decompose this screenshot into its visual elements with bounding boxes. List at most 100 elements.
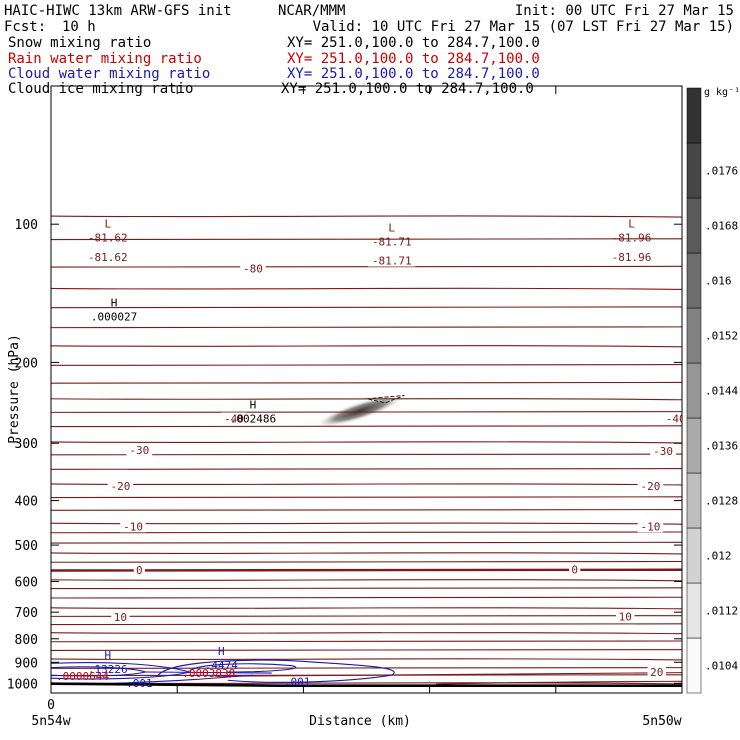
temperature-isotherm [51,326,682,329]
y-tick-label: 200 [15,356,38,371]
temperature-isotherm [215,672,682,677]
temperature-contour-label: -30 [653,445,673,458]
temperature-isotherm [51,541,682,544]
init-time: Init: 00 UTC Fri 27 Mar 15 [515,3,734,19]
colorbar-label: .0168 [705,220,738,233]
colorbar-swatch [686,307,702,364]
temperature-isotherm [51,345,682,348]
temperature-isotherm [51,509,682,511]
colorbar-label: .0176 [705,165,738,178]
extremum-value: .13226 [88,663,128,676]
valid-time: Valid: 10 UTC Fri 27 Mar 15 (07 LST Fri … [313,19,734,35]
colorbar-swatch [686,87,702,144]
temperature-isotherm [51,615,682,618]
cloud-water-contour [114,674,253,684]
colorbar-swatch [686,197,702,254]
colorbar: .0104 .0112 .012 .0128 .0136 .0144 .0152 .016 .0… [686,87,738,694]
colorbar-swatch [686,472,702,529]
temperature-contour-label: -10 [123,520,143,533]
y-axis-title: Pressure (hPa) [7,334,22,444]
forecast-label: Fcst: [4,19,46,35]
colorbar-label: .0136 [705,440,738,453]
temperature-contour-label: 10 [619,610,632,623]
field-xy-rain: XY= 251.0,100.0 to 284.7,100.0 [287,51,540,67]
extremum-marker: H [250,398,257,411]
label-halo [569,563,581,576]
temperature-isotherm [51,411,682,414]
x-tick-label: 0 [47,698,55,713]
y-tick-label: 400 [15,495,38,510]
temperature-contour-label: -30 [129,444,149,457]
field-xy-cloud-water: XY= 251.0,100.0 to 284.7,100.0 [287,66,540,82]
plot-frame [50,85,683,694]
y-tick-label: 800 [15,633,38,648]
temperature-contour-label: -81.71 [372,255,412,268]
label-halo [368,254,416,267]
x-axis-title: Distance (km) [309,714,411,729]
colorbar-label: .0152 [705,330,738,343]
colorbar-label: .0128 [705,495,738,508]
colorbar-label: .016 [705,275,732,288]
cloud-water-contour [189,663,297,673]
colorbar-label: .012 [705,550,732,563]
y-tick-label: 1000 [7,677,38,692]
temperature-contour-label: -20 [641,480,661,493]
field-xy-snow: XY= 251.0,100.0 to 284.7,100.0 [287,35,540,51]
temperature-isotherm [51,623,682,626]
label-halo [650,445,676,458]
label-halo [221,412,247,425]
temperature-contour-label: -40 [224,412,244,425]
terrain-surface [51,682,682,687]
temperature-isotherm [51,649,682,652]
colorbar-swatch [686,527,702,584]
temperature-isotherm [51,441,682,444]
temperature-isotherm [51,531,682,534]
colorbar-label: .0104 [705,660,738,673]
temperature-isotherm [51,667,682,670]
snow-mixing-shade [314,393,406,428]
cloud-water-contour [145,671,272,674]
forecast-hour: 10 h [62,19,96,35]
temperature-isotherm [51,579,682,582]
colorbar-swatch [686,417,702,474]
temperature-isotherm [51,568,682,572]
temperature-isotherm [51,287,682,290]
colorbar-units: g kg⁻¹ [704,87,740,98]
label-halo [662,412,682,425]
temperature-isotherm [51,265,682,268]
label-halo [120,520,146,533]
temperature-contour-label: -40 [666,412,686,425]
extremum-value: .4474 [205,659,238,672]
extremum-marker: L [388,221,395,234]
temperature-isotherm [435,680,682,685]
field-name-cloud-ice: Cloud ice mixing ratio [8,81,193,97]
extremum-value: .002486 [230,412,276,425]
extremum-value: .000027 [91,311,137,324]
field-xy-cloud-ice: XY= 251.0,100.0 to 284.7,100.0 [281,81,534,97]
temperature-isotherm [51,596,682,599]
y-tick-label: 600 [15,575,38,590]
temperature-contour-label: 10 [114,611,127,624]
temperature-contour-label: -81.96 [612,251,652,264]
field-name-rain: Rain water mixing ratio [8,51,202,67]
extremum-value: -81.96 [612,232,652,245]
temperature-isotherm [51,552,682,555]
extremum-marker: H [111,297,118,310]
x-endpoint-right: 5n50w [642,714,681,729]
temperature-isotherm [51,381,682,384]
temperature-contour-label: -81.62 [88,251,128,264]
snow-shading [314,393,406,428]
temperature-isotherm [51,215,682,218]
cloud-water-contour-label: .001 [284,675,311,688]
contour-labels: -81.62 -80 -81.71 -81.96 -40 -40 -30 -30 -20 -20 -… [56,218,686,690]
y-tick-label: 900 [15,656,38,671]
temperature-contour-label: 20 [650,666,663,679]
temperature-contour-label: -20 [110,480,130,493]
label-halo [240,262,266,275]
label-halo [616,610,635,623]
label-halo [637,480,664,493]
extremum-value: -81.71 [372,235,412,248]
temperature-isotherm [51,496,682,499]
figure-header: HAIC-HIWC 13km ARW-GFS init NCAR/MMM Ini… [4,3,734,97]
temperature-isotherm [51,632,682,635]
